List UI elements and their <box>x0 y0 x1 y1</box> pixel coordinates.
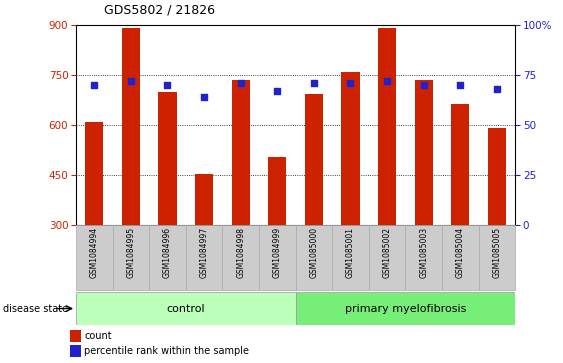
Point <box>236 80 245 86</box>
Text: GSM1085002: GSM1085002 <box>383 227 391 278</box>
Text: GSM1084998: GSM1084998 <box>236 227 245 278</box>
Text: count: count <box>84 331 112 341</box>
Point <box>200 94 209 100</box>
Bar <box>296 292 515 325</box>
Bar <box>76 225 113 290</box>
Text: disease state: disease state <box>3 303 68 314</box>
Text: GSM1085005: GSM1085005 <box>493 227 501 278</box>
Point <box>163 82 172 88</box>
Bar <box>442 225 479 290</box>
Text: GSM1084994: GSM1084994 <box>90 227 99 278</box>
Bar <box>195 175 213 225</box>
Text: GSM1085000: GSM1085000 <box>310 227 318 278</box>
Text: control: control <box>167 303 205 314</box>
Bar <box>479 225 515 290</box>
Point <box>346 80 355 86</box>
Bar <box>76 292 296 325</box>
Bar <box>414 80 433 225</box>
Bar <box>122 28 140 225</box>
Bar <box>332 225 369 290</box>
Bar <box>158 92 177 225</box>
Text: GSM1084999: GSM1084999 <box>273 227 282 278</box>
Bar <box>186 225 222 290</box>
Bar <box>369 225 405 290</box>
Bar <box>113 225 149 290</box>
Text: GDS5802 / 21826: GDS5802 / 21826 <box>104 3 215 16</box>
Point <box>456 82 465 88</box>
Text: GSM1084995: GSM1084995 <box>127 227 135 278</box>
Bar <box>222 225 259 290</box>
Text: GSM1085004: GSM1085004 <box>456 227 464 278</box>
Text: primary myelofibrosis: primary myelofibrosis <box>345 303 466 314</box>
Bar <box>488 128 506 225</box>
Text: GSM1084997: GSM1084997 <box>200 227 208 278</box>
Text: GSM1085003: GSM1085003 <box>419 227 428 278</box>
Bar <box>341 72 360 225</box>
Point <box>273 88 282 94</box>
Point <box>90 82 99 88</box>
Text: GSM1085001: GSM1085001 <box>346 227 355 278</box>
Bar <box>378 28 396 225</box>
Point <box>419 82 428 88</box>
Bar <box>259 225 296 290</box>
Bar <box>451 103 470 225</box>
Text: GSM1084996: GSM1084996 <box>163 227 172 278</box>
Point <box>126 78 136 84</box>
Text: percentile rank within the sample: percentile rank within the sample <box>84 346 249 356</box>
Bar <box>149 225 186 290</box>
Point <box>492 86 501 92</box>
Point <box>383 78 392 84</box>
Bar <box>405 225 442 290</box>
Bar <box>231 80 250 225</box>
Bar <box>305 94 323 225</box>
Bar <box>268 157 287 225</box>
Bar <box>296 225 332 290</box>
Point <box>310 80 319 86</box>
Bar <box>85 122 104 225</box>
